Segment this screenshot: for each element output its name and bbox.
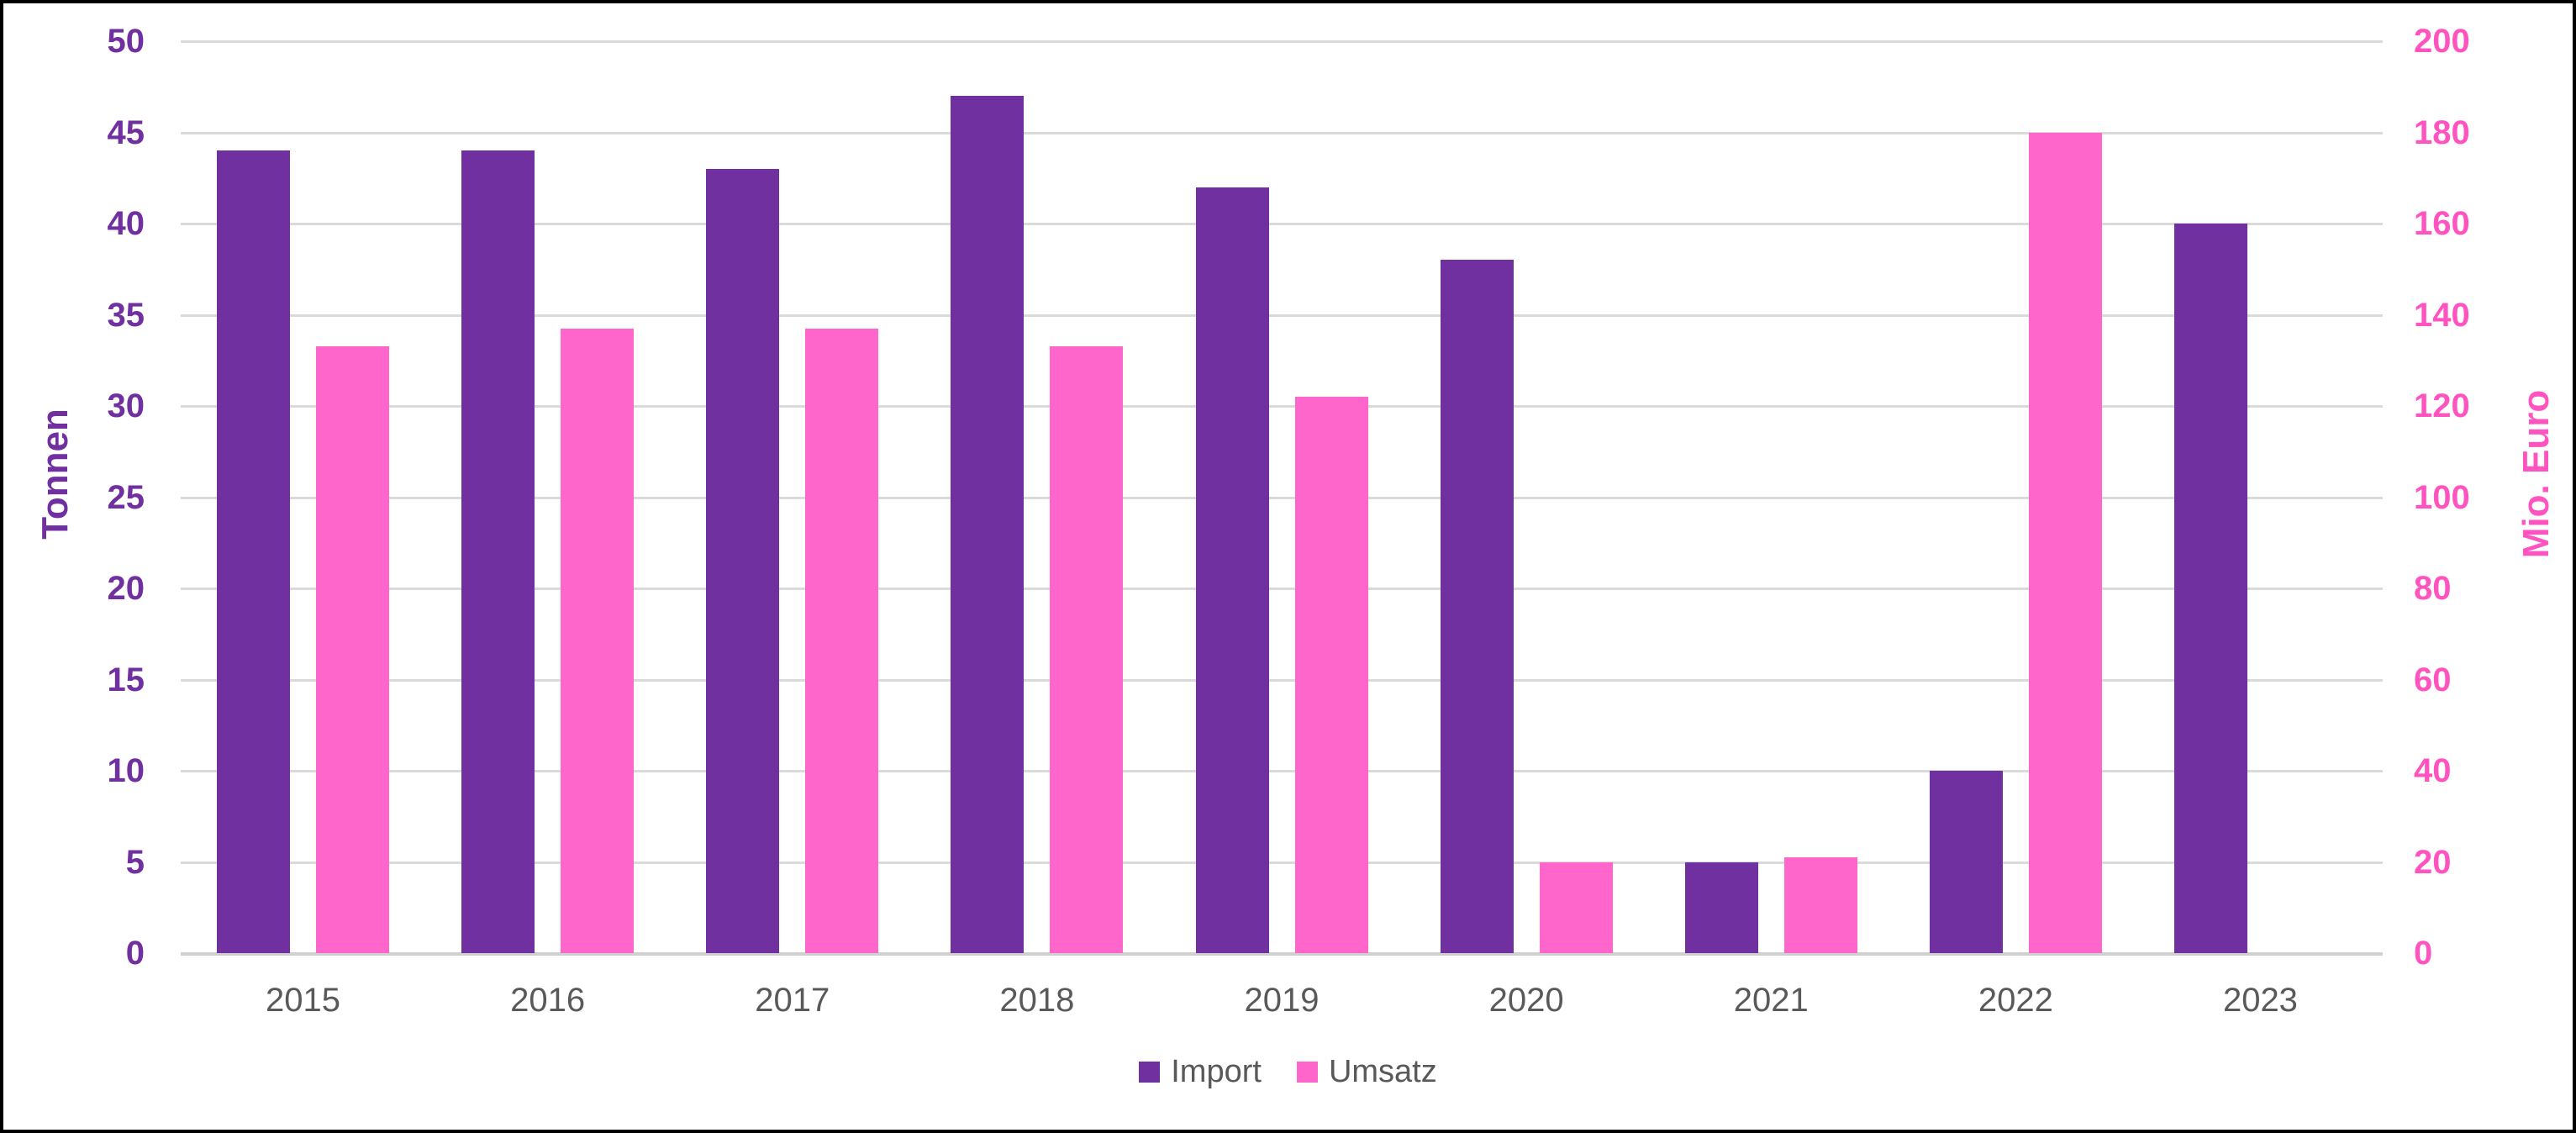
- import-swatch: [1139, 1061, 1161, 1083]
- left-axis-tick-label: 20: [107, 570, 145, 607]
- right-axis-tick-label: 200: [2414, 23, 2470, 60]
- import-bar: [706, 168, 780, 953]
- right-axis-tick-label: 20: [2414, 843, 2452, 881]
- import-bar: [1195, 187, 1269, 953]
- gridline: [181, 223, 2383, 225]
- left-axis-tick-label: 15: [107, 661, 145, 698]
- right-axis-tick-label: 160: [2414, 205, 2470, 242]
- right-axis-title: Mio. Euro: [2515, 389, 2557, 559]
- import-bar: [1684, 862, 1758, 953]
- legend-item-umsatz: Umsatz: [1296, 1054, 1437, 1089]
- right-axis-tick-label: 80: [2414, 570, 2452, 607]
- left-axis-tick-label: 40: [107, 205, 145, 242]
- gridline: [181, 405, 2383, 408]
- left-axis-tick-label: 30: [107, 387, 145, 424]
- x-axis-label: 2015: [266, 982, 341, 1019]
- umsatz-bar: [316, 346, 390, 953]
- left-axis-tick-label: 25: [107, 478, 145, 516]
- left-axis-tick-label: 50: [107, 23, 145, 60]
- import-bar: [461, 150, 535, 953]
- left-axis-tick-label: 35: [107, 296, 145, 334]
- legend: Import Umsatz: [3, 1056, 2573, 1088]
- x-axis-label: 2016: [510, 982, 586, 1019]
- x-axis-line: [181, 952, 2383, 956]
- import-bar: [951, 96, 1025, 953]
- legend-item-import: Import: [1139, 1056, 1262, 1088]
- umsatz-swatch: [1296, 1061, 1318, 1083]
- import-bar: [1929, 771, 2003, 953]
- left-axis-tick-label: 5: [125, 843, 145, 881]
- right-axis-tick-label: 60: [2414, 661, 2452, 698]
- right-axis-tick-label: 100: [2414, 478, 2470, 516]
- x-axis-label: 2023: [2222, 982, 2298, 1019]
- gridline: [181, 496, 2383, 499]
- gridline: [181, 770, 2383, 772]
- left-axis-tick-label: 10: [107, 752, 145, 789]
- umsatz-bar: [1783, 857, 1857, 953]
- legend-label-import: Import: [1171, 1054, 1262, 1089]
- left-axis-title: Tonnen: [34, 408, 76, 540]
- umsatz-bar: [1539, 862, 1613, 953]
- umsatz-bar: [2028, 132, 2102, 953]
- gridline: [181, 861, 2383, 864]
- x-axis-label: 2017: [755, 982, 830, 1019]
- x-axis-label: 2019: [1244, 982, 1320, 1019]
- left-axis-tick-label: 45: [107, 113, 145, 151]
- import-bar: [1440, 260, 1514, 953]
- umsatz-bar: [1294, 397, 1368, 953]
- right-axis-tick-label: 120: [2414, 387, 2470, 424]
- gridline: [181, 131, 2383, 134]
- umsatz-bar: [805, 328, 879, 953]
- x-axis-label: 2018: [999, 982, 1075, 1019]
- gridline: [181, 678, 2383, 682]
- umsatz-bar: [1050, 346, 1124, 953]
- right-axis-tick-label: 0: [2414, 935, 2433, 972]
- x-axis-label: 2020: [1488, 982, 1564, 1019]
- import-bar: [2173, 224, 2247, 953]
- right-axis-tick-label: 140: [2414, 296, 2470, 334]
- right-axis-tick-label: 180: [2414, 113, 2470, 151]
- x-axis-label: 2022: [1978, 982, 2053, 1019]
- right-axis-tick-label: 40: [2414, 752, 2452, 789]
- umsatz-bar: [561, 328, 635, 953]
- x-axis-label: 2021: [1733, 982, 1809, 1019]
- legend-label-umsatz: Umsatz: [1328, 1054, 1437, 1089]
- import-bar: [217, 150, 291, 953]
- plot-area: [181, 40, 2383, 956]
- gridline: [181, 314, 2383, 317]
- gridline: [181, 40, 2383, 43]
- gridline: [181, 588, 2383, 590]
- left-axis-tick-label: 0: [125, 935, 145, 972]
